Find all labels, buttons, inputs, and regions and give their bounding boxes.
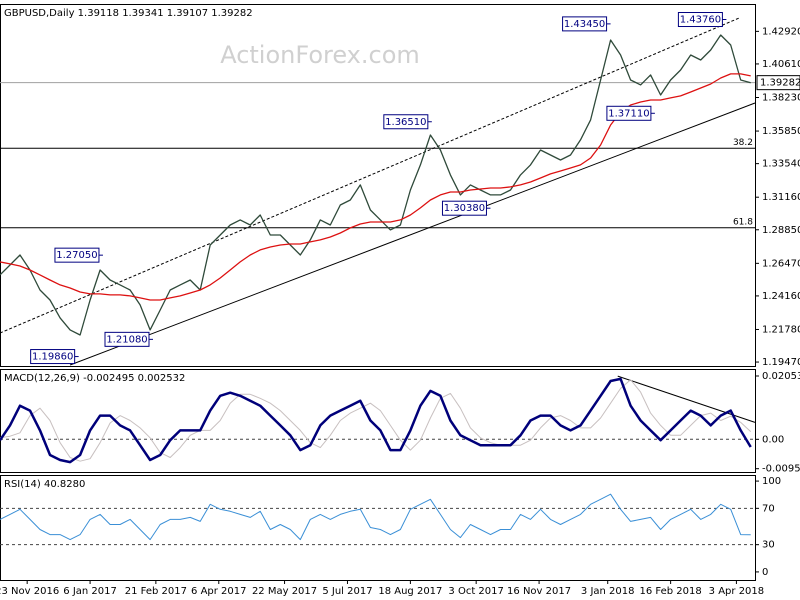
y-tick-label: 1.31160 — [762, 192, 800, 203]
price-label-box — [677, 12, 723, 28]
y-tick-label: 1.28850 — [762, 225, 800, 236]
panel-title: GBPUSD,Daily 1.39118 1.39341 1.39107 1.3… — [4, 8, 253, 19]
panel-title: MACD(12,26,9) -0.002495 0.002532 — [4, 373, 185, 384]
y-tick-label: 0 — [762, 567, 768, 578]
price-label-box — [104, 331, 150, 347]
series-line — [0, 377, 752, 464]
x-tick-label: 16 Nov 2017 — [507, 586, 571, 597]
price-label-box — [54, 247, 100, 263]
price-label: 1.27050 — [56, 250, 97, 261]
y-tick-label: 1.38230 — [762, 92, 800, 103]
series-line — [0, 34, 751, 336]
price-label-box — [562, 16, 608, 32]
x-tick-label: 18 Aug 2017 — [378, 586, 442, 597]
price-label: 1.43760 — [680, 15, 721, 26]
x-tick-label: 5 Jul 2017 — [322, 586, 372, 597]
y-tick-label: 0.020535 — [762, 371, 800, 382]
price-label: 1.43450 — [564, 19, 605, 30]
x-tick-label: 16 Feb 2018 — [640, 586, 702, 597]
x-tick-label: 21 Feb 2017 — [125, 586, 187, 597]
trendline — [69, 102, 756, 366]
panel-frame — [0, 475, 756, 581]
x-tick-label: 3 Oct 2017 — [448, 586, 503, 597]
y-tick-label: 1.26470 — [762, 258, 800, 269]
price-label-box — [383, 114, 429, 130]
y-tick-label: 1.42920 — [762, 26, 800, 37]
x-tick-label: 3 Apr 2018 — [709, 586, 764, 597]
series-line — [0, 493, 751, 541]
price-label: 1.37110 — [608, 108, 649, 119]
fib-label: 38.2 — [733, 138, 753, 148]
last-price-box — [756, 75, 800, 91]
trendline — [0, 17, 740, 334]
price-label: 1.19860 — [32, 352, 73, 363]
x-tick-label: 6 Jan 2017 — [63, 586, 117, 597]
x-tick-label: 23 Nov 2016 — [0, 586, 59, 597]
y-tick-label: 0.00 — [762, 434, 784, 445]
x-tick-label: 22 May 2017 — [252, 586, 317, 597]
panel-frame — [0, 369, 756, 473]
panel-title: RSI(14) 40.8280 — [4, 479, 85, 490]
x-tick-label: 6 Apr 2017 — [191, 586, 246, 597]
y-tick-label: 70 — [762, 503, 775, 514]
y-tick-label: 1.19470 — [762, 357, 800, 368]
y-tick-label: 1.33540 — [762, 159, 800, 170]
fib-label: 61.8 — [733, 217, 753, 227]
price-label: 1.21080 — [106, 334, 147, 345]
y-tick-label: 1.24160 — [762, 291, 800, 302]
series-line — [0, 379, 752, 462]
y-tick-label: -0.009529 — [762, 464, 800, 475]
x-tick-label: 3 Jan 2018 — [581, 586, 635, 597]
price-label-box — [441, 200, 487, 216]
y-tick-label: 100 — [762, 476, 781, 487]
y-tick-label: 1.21780 — [762, 324, 800, 335]
price-label-box — [606, 105, 652, 121]
price-label: 1.30380 — [444, 203, 485, 214]
price-label: 1.36510 — [385, 117, 426, 128]
last-price-label: 1.39282 — [760, 78, 800, 89]
panel-frame — [0, 4, 756, 367]
y-tick-label: 30 — [762, 540, 775, 551]
price-label-box — [30, 349, 76, 365]
y-tick-label: 1.35850 — [762, 126, 800, 137]
y-tick-label: 1.40610 — [762, 59, 800, 70]
watermark: ActionForex.com — [220, 41, 420, 69]
